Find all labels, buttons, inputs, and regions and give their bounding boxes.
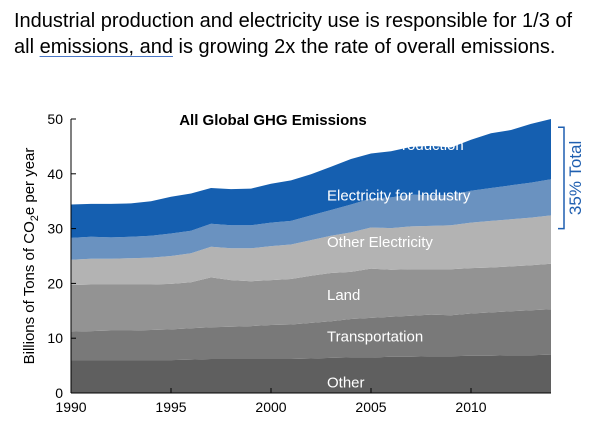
y-ticks: 0 10 20 30 40 50 xyxy=(47,111,76,401)
area-other-electricity xyxy=(71,215,551,285)
y-tick-label: 50 xyxy=(47,111,63,127)
area-industrial-production xyxy=(71,119,551,238)
y-axis-label-part1: Billions of Tons of CO xyxy=(21,221,38,364)
y-tick-label: 40 xyxy=(47,166,63,182)
x-tick-label: 2005 xyxy=(355,399,386,415)
y-axis-label-subscript: 2 xyxy=(29,215,41,221)
y-axis-label-part2: e per year xyxy=(21,148,38,216)
y-tick-label: 20 xyxy=(47,275,63,291)
bracket-line xyxy=(558,126,565,230)
x-tick-label: 1995 xyxy=(155,399,186,415)
y-tick-label: 0 xyxy=(55,385,63,401)
area-electricity-for-industry xyxy=(71,179,551,260)
headline-underlined-text: emissions, and xyxy=(39,36,173,58)
band-labels: Industrial Production Electricity for Ind… xyxy=(327,137,471,391)
band-label-other: Other xyxy=(327,375,365,392)
band-label-land: Land xyxy=(327,287,360,304)
x-tick-label: 1990 xyxy=(55,399,86,415)
y-tick-label: 30 xyxy=(47,221,63,237)
x-ticks: 1990 1995 2000 2005 2010 xyxy=(55,388,487,415)
y-axis-label: Billions of Tons of CO2e per year xyxy=(21,148,41,365)
band-label-other-electricity: Other Electricity xyxy=(327,234,433,251)
band-label-electricity-for-industry: Electricity for Industry xyxy=(327,188,471,205)
area-other xyxy=(71,354,551,393)
headline: Industrial production and electricity us… xyxy=(14,8,594,60)
band-label-industrial-production: Industrial Production xyxy=(327,137,464,154)
percent-total-bracket: 35% Total xyxy=(558,126,585,230)
area-transportation xyxy=(71,309,551,361)
y-tick-label: 10 xyxy=(47,330,63,346)
bracket-label: 35% Total xyxy=(566,141,585,215)
stacked-areas xyxy=(71,119,551,393)
area-land xyxy=(71,263,551,332)
x-tick-label: 2010 xyxy=(455,399,486,415)
chart-title: All Global GHG Emissions xyxy=(179,112,367,129)
headline-text-part2: is growing 2x the rate of overall emissi… xyxy=(172,36,556,58)
band-label-transportation: Transportation xyxy=(327,328,423,345)
x-tick-label: 2000 xyxy=(255,399,286,415)
headline-text-part1: Industrial production and electricity us… xyxy=(14,10,573,58)
